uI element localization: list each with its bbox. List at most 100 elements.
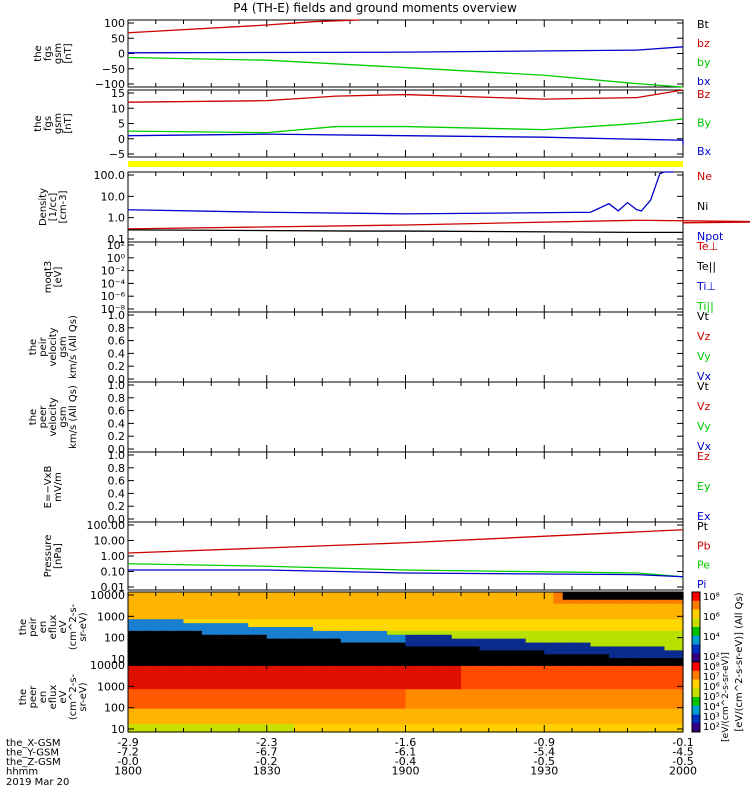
spectrogram-cell <box>590 607 601 613</box>
spectrogram-cell <box>664 619 675 624</box>
x-tick-label: 1900 <box>392 765 420 778</box>
spectrogram-cell <box>257 697 268 702</box>
spectrogram-cell <box>340 607 351 613</box>
spectrogram-cell <box>396 665 407 671</box>
spectrogram-cell <box>137 704 148 710</box>
spectrogram-cell <box>581 708 592 714</box>
spectrogram-cell <box>627 627 638 632</box>
spectrogram-cell <box>479 697 490 702</box>
legend-entry: Ne <box>697 170 712 183</box>
spectrogram-cell <box>146 638 157 644</box>
spectrogram-cell <box>627 654 638 659</box>
spectrogram-cell <box>673 712 684 718</box>
spectrogram-cell <box>572 603 582 609</box>
spectrogram-cell <box>303 704 314 710</box>
spectrogram-cell <box>516 708 527 714</box>
spectrogram-cell <box>414 650 425 655</box>
spectrogram-cell <box>562 646 573 651</box>
spectrogram-cell <box>461 599 471 605</box>
spectrogram-cell <box>599 689 610 694</box>
spectrogram-cell <box>424 650 434 655</box>
spectrogram-cell <box>211 592 222 597</box>
spectrogram-cell <box>202 654 212 659</box>
spectrogram-cell <box>451 611 462 616</box>
spectrogram-cell <box>488 654 499 659</box>
spectrogram-cell <box>340 712 351 718</box>
spectrogram-cell <box>155 693 166 698</box>
spectrogram-cell <box>581 592 592 597</box>
spectrogram-cell <box>285 724 296 729</box>
spectrogram-cell <box>433 630 444 636</box>
spectrogram-cell <box>433 697 444 702</box>
spectrogram-cell <box>183 599 194 605</box>
spectrogram-cell <box>405 630 416 636</box>
spectrogram-cell <box>322 677 333 683</box>
legend-entry: Pi <box>697 578 706 591</box>
spectrogram-cell <box>359 697 370 702</box>
spectrogram-cell <box>313 697 323 702</box>
spectrogram-cell <box>396 654 407 659</box>
spectrogram-cell <box>340 630 351 636</box>
spectrogram-cell <box>229 619 240 624</box>
spectrogram-cell <box>618 712 629 718</box>
x-tick-label: -0.9 <box>534 736 555 749</box>
y-axis-label: the <box>33 115 44 131</box>
spectrogram-cell <box>414 697 425 702</box>
spectrogram-cell <box>368 615 379 620</box>
spectrogram-cell <box>646 665 656 671</box>
y-tick-label: 0.8 <box>108 392 126 405</box>
spectrogram-cell <box>257 658 268 663</box>
spectrogram-cell <box>313 630 323 636</box>
legend-entry: bz <box>697 37 710 50</box>
y-tick-label: 1.00 <box>101 550 126 563</box>
x-axis-row-label: hhmm <box>6 767 38 778</box>
spectrogram-cell <box>128 669 138 675</box>
spectrogram-cell <box>294 724 305 729</box>
spectrogram-cell <box>331 662 342 667</box>
spectrogram-cell <box>387 611 397 616</box>
spectrogram-cell <box>387 669 397 675</box>
spectrogram-cell <box>331 654 342 659</box>
spectrogram-cell <box>507 607 518 613</box>
spectrogram-cell <box>553 627 564 632</box>
series-by <box>127 56 684 88</box>
spectrogram-cell <box>498 611 508 616</box>
spectrogram-cell <box>581 619 592 624</box>
spectrogram-cell <box>442 623 453 628</box>
spectrogram-cell <box>368 658 379 663</box>
spectrogram-cell <box>553 654 564 659</box>
spectrogram-cell <box>340 650 351 655</box>
spectrogram-cell <box>313 662 323 667</box>
spectrogram-cell <box>498 700 508 706</box>
spectrogram-cell <box>609 654 619 659</box>
y-axis-label: peer <box>28 685 39 709</box>
spectrogram-cell <box>331 697 342 702</box>
spectrogram-cell <box>535 603 545 609</box>
spectrogram-cell <box>331 708 342 714</box>
spectrogram-cell <box>609 720 619 725</box>
spectrogram-cell <box>387 704 397 710</box>
spectrogram-cell <box>609 716 619 721</box>
spectrogram-cell <box>609 665 619 671</box>
spectrogram-cell <box>516 700 527 706</box>
spectrogram-cell <box>544 654 555 659</box>
spectrogram-cell <box>636 603 647 609</box>
spectrogram-cell <box>387 689 397 694</box>
spectrogram-cell <box>211 603 222 609</box>
spectrogram-cell <box>673 716 684 721</box>
spectrogram-cell <box>350 708 360 714</box>
spectrogram-cell <box>498 638 508 644</box>
spectrogram-cell <box>303 665 314 671</box>
spectrogram-cell <box>313 599 323 605</box>
y-tick-label: 50 <box>111 32 125 45</box>
spectrogram-cell <box>303 646 314 651</box>
legend-entry: Vz <box>697 400 711 413</box>
spectrogram-cell <box>535 623 545 628</box>
spectrogram-cell <box>155 607 166 613</box>
spectrogram-cell <box>636 724 647 729</box>
y-tick-label: 0.8 <box>108 462 126 475</box>
y-axis-label: sr-eV) <box>78 682 89 711</box>
spectrogram-cell <box>516 693 527 698</box>
spectrogram-cell <box>396 700 407 706</box>
spectrogram-cell <box>609 697 619 702</box>
